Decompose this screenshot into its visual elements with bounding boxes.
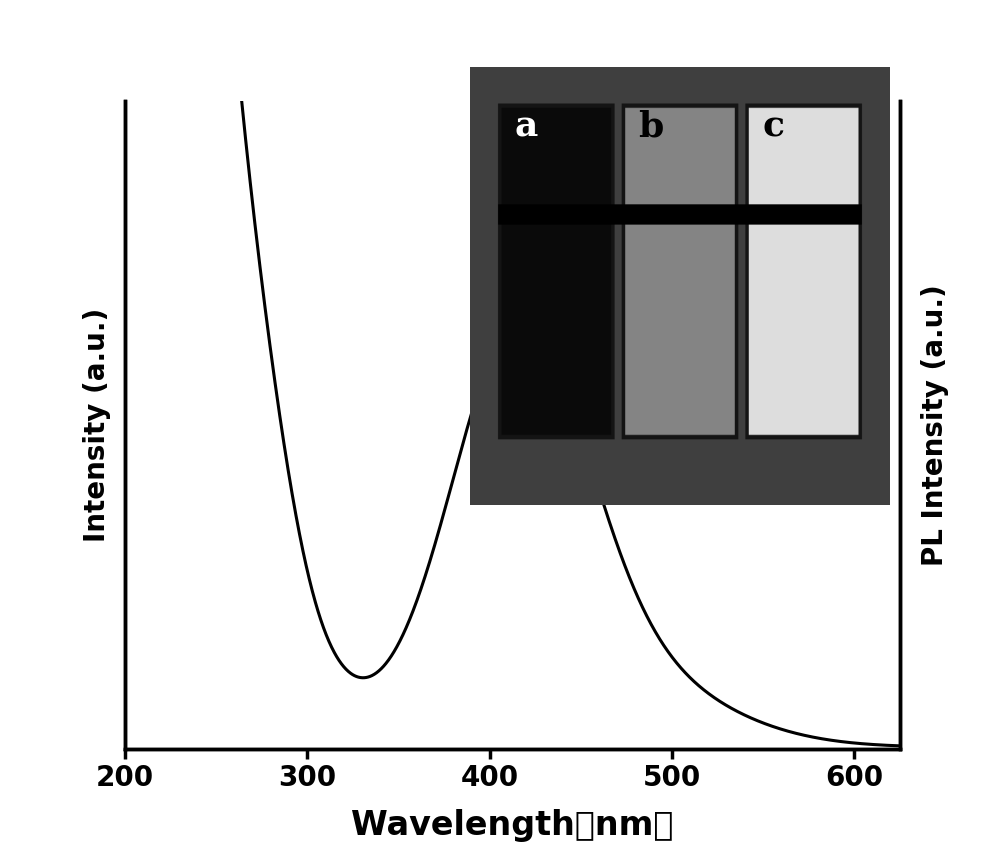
Y-axis label: PL Intensity (a.u.): PL Intensity (a.u.): [921, 285, 949, 566]
Text: b: b: [639, 109, 664, 144]
Text: a: a: [515, 109, 538, 144]
Y-axis label: Intensity (a.u.): Intensity (a.u.): [83, 308, 111, 542]
X-axis label: Wavelength（nm）: Wavelength（nm）: [351, 808, 674, 842]
Text: c: c: [762, 109, 784, 144]
